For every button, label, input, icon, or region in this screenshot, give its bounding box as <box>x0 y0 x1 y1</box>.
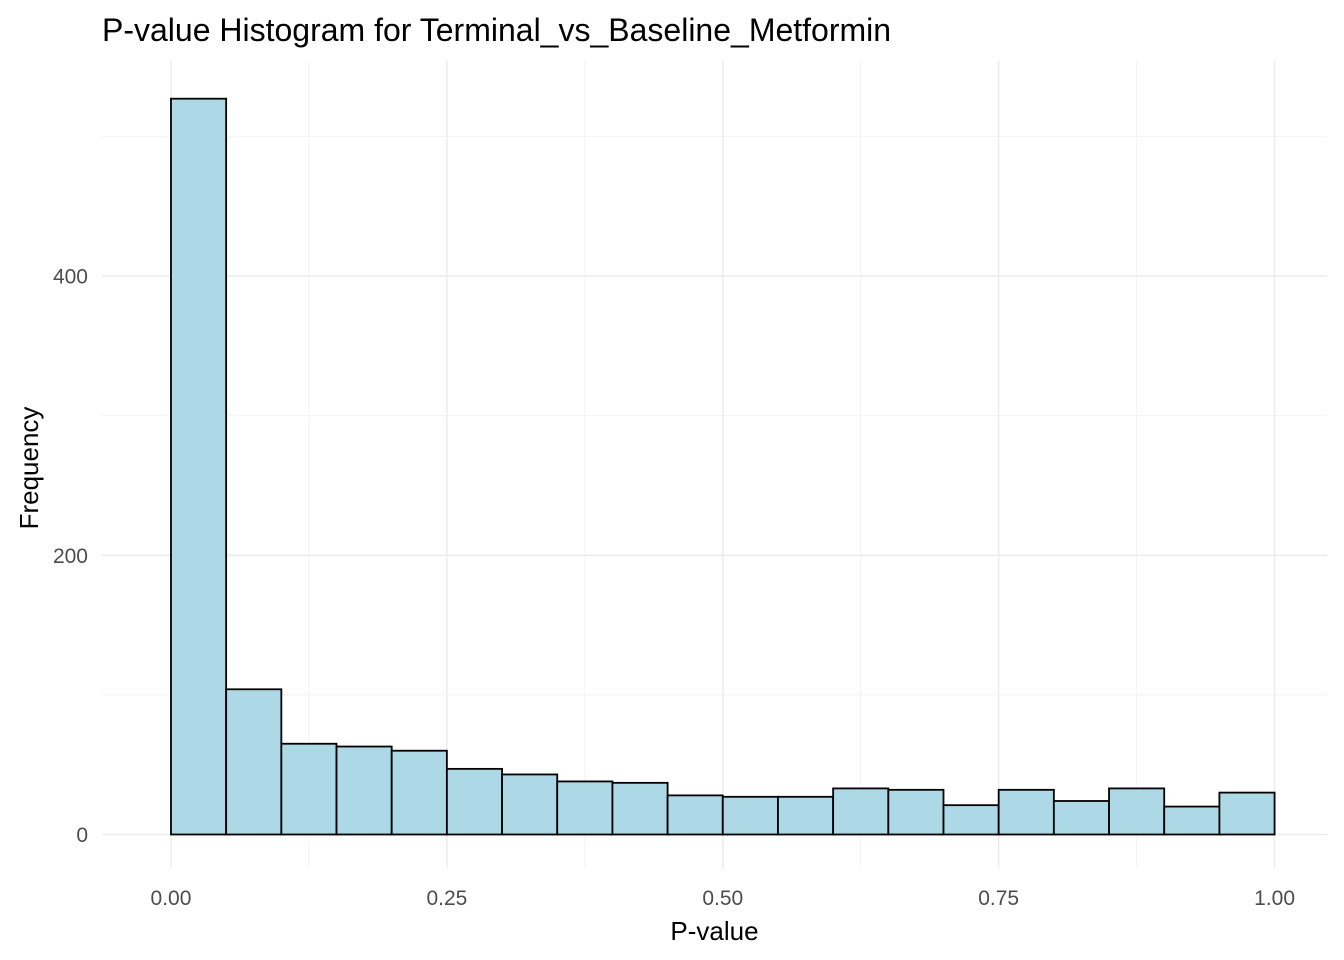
histogram-bar <box>997 788 1055 836</box>
x-axis-title: P-value <box>670 916 758 946</box>
y-tick-label: 200 <box>53 545 88 568</box>
histogram-bar <box>170 97 228 836</box>
histogram-bars <box>170 97 1276 836</box>
histogram-bar <box>942 804 1000 836</box>
x-tick-label: 0.75 <box>978 887 1019 910</box>
histogram-bar <box>1108 787 1166 836</box>
x-tick-label: 0.25 <box>426 887 467 910</box>
histogram-bar <box>445 767 503 836</box>
histogram-bar <box>1052 800 1110 836</box>
y-axis-ticks: 0 200 400 <box>53 266 88 847</box>
histogram-bar <box>501 773 559 836</box>
histogram-bar <box>721 795 779 836</box>
histogram-bar <box>280 742 338 836</box>
histogram-bar <box>777 795 835 836</box>
histogram-bar <box>556 780 614 836</box>
histogram-bar <box>225 688 283 836</box>
chart-title: P-value Histogram for Terminal_vs_Baseli… <box>102 12 891 48</box>
histogram-bar <box>887 788 945 836</box>
histogram-bar <box>611 781 669 836</box>
histogram-bar <box>335 745 393 836</box>
y-tick-label: 400 <box>53 266 88 289</box>
histogram-bar <box>1218 791 1276 836</box>
histogram-bar <box>390 749 448 836</box>
x-tick-label: 1.00 <box>1254 887 1295 910</box>
histogram-bar <box>1163 805 1221 836</box>
x-tick-label: 0.50 <box>702 887 743 910</box>
x-axis-ticks: 0.00 0.25 0.50 0.75 1.00 <box>151 887 1295 910</box>
histogram-bar <box>832 787 890 836</box>
y-tick-label: 0 <box>76 824 88 847</box>
x-tick-label: 0.00 <box>151 887 192 910</box>
y-axis-title: Frequency <box>14 407 44 530</box>
histogram-bar <box>666 794 724 836</box>
